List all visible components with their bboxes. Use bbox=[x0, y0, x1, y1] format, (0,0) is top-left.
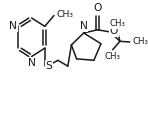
Text: CH₃: CH₃ bbox=[104, 52, 120, 61]
Text: O: O bbox=[110, 26, 118, 37]
Text: N: N bbox=[80, 21, 88, 31]
Text: S: S bbox=[45, 61, 52, 71]
Text: CH₃: CH₃ bbox=[132, 37, 148, 46]
Text: N: N bbox=[9, 21, 17, 31]
Text: O: O bbox=[93, 3, 102, 13]
Text: CH₃: CH₃ bbox=[109, 19, 125, 29]
Text: N: N bbox=[28, 58, 36, 68]
Text: CH₃: CH₃ bbox=[57, 10, 74, 19]
